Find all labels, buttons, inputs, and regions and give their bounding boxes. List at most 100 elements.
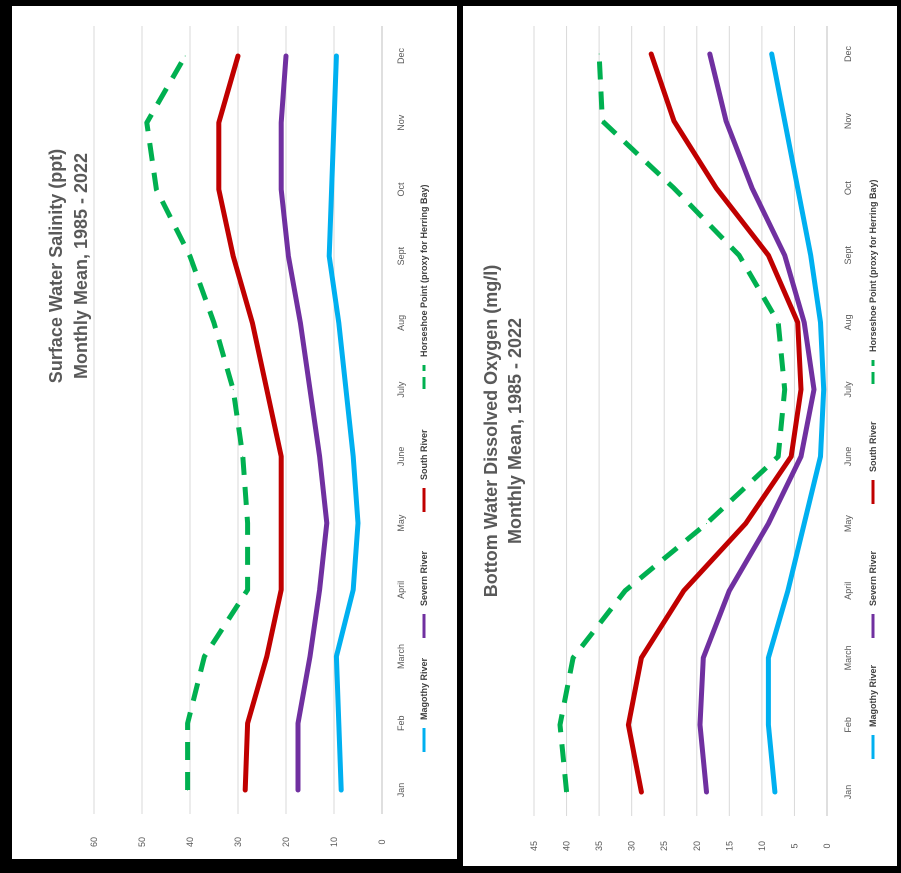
data-point: [787, 590, 789, 592]
category-label: June: [843, 447, 853, 467]
legend-item-magothy-river: Magothy River: [419, 657, 429, 752]
category-label: Aug: [843, 314, 853, 330]
data-point: [767, 254, 769, 256]
data-point: [598, 53, 600, 55]
series-points-severn-river: [699, 53, 815, 793]
data-point: [280, 455, 282, 457]
value-tick-label: 40: [185, 837, 195, 847]
data-point: [803, 523, 805, 525]
salinity-chart: 0 10 20 30 40 50 60 Jan Feb March April May June July…: [46, 26, 429, 847]
data-point: [706, 791, 708, 793]
data-point: [813, 388, 815, 390]
data-point: [213, 322, 215, 324]
data-point: [328, 255, 330, 257]
legend-item-horseshoe-point-proxy-for-herring-bay: Horseshoe Point (proxy for Herring Bay): [419, 184, 429, 389]
legend-item-horseshoe-point-proxy-for-herring-bay: Horseshoe Point (proxy for Herring Bay): [868, 179, 878, 384]
value-tick-label: 10: [757, 841, 767, 851]
series-points-south-river: [218, 55, 282, 791]
data-point: [624, 590, 626, 592]
data-point: [155, 188, 157, 190]
data-point: [247, 522, 249, 524]
category-label: July: [843, 381, 853, 398]
legend-label: Magothy River: [419, 657, 429, 720]
data-point: [566, 791, 568, 793]
series-points-magothy-river: [328, 55, 359, 791]
data-point: [810, 254, 812, 256]
data-point: [777, 456, 779, 458]
series-points-magothy-river: [767, 53, 825, 793]
data-point: [790, 456, 792, 458]
value-tick-label: 20: [692, 841, 702, 851]
data-point: [803, 321, 805, 323]
category-label: April: [396, 581, 406, 599]
data-point: [146, 122, 148, 124]
value-tick-label: 15: [724, 841, 734, 851]
oxygen-chart-panel: 0 5 10 15 20 25 30 35 40 45 Jan Feb March April May Jun…: [463, 6, 897, 866]
value-tick-label: 35: [594, 841, 604, 851]
data-point: [709, 53, 711, 55]
legend-label: Severn River: [419, 550, 429, 606]
data-point: [244, 789, 246, 791]
dissolved-oxygen-chart: 0 5 10 15 20 25 30 35 40 45 Jan Feb March April May Jun…: [481, 26, 878, 851]
series-line-severn-river: [697, 51, 817, 795]
category-label: Feb: [843, 717, 853, 733]
data-point: [823, 388, 825, 390]
data-point: [774, 791, 776, 793]
category-label: Oct: [843, 181, 853, 196]
series-lines: [557, 51, 827, 795]
data-point: [280, 589, 282, 591]
legend: Magothy River Severn River South River Hors…: [868, 179, 878, 759]
data-point: [572, 657, 574, 659]
value-tick-label: 10: [329, 837, 339, 847]
category-label: Sept: [396, 246, 406, 265]
legend-label: Magothy River: [868, 664, 878, 727]
data-point: [751, 187, 753, 189]
value-axis-ticks: 0 10 20 30 40 50 60: [89, 837, 387, 847]
data-point: [819, 321, 821, 323]
data-point: [187, 789, 189, 791]
category-label: Sept: [843, 246, 853, 265]
value-tick-label: 0: [822, 843, 832, 848]
data-point: [767, 657, 769, 659]
data-point: [187, 722, 189, 724]
value-tick-label: 50: [137, 837, 147, 847]
data-point: [797, 321, 799, 323]
data-point: [335, 656, 337, 658]
data-point: [218, 188, 220, 190]
legend-item-south-river: South River: [419, 429, 429, 512]
legend-item-magothy-river: Magothy River: [868, 664, 878, 759]
data-point: [800, 456, 802, 458]
data-point: [777, 321, 779, 323]
category-axis-labels: Jan Feb March April May June July Aug Sept Oct Nov…: [396, 48, 406, 798]
data-point: [728, 590, 730, 592]
data-point: [715, 187, 717, 189]
data-point: [800, 388, 802, 390]
data-point: [673, 120, 675, 122]
data-point: [218, 122, 220, 124]
data-point: [285, 55, 287, 57]
data-point: [266, 656, 268, 658]
series-lines: [144, 53, 361, 793]
data-point: [319, 589, 321, 591]
category-label: Nov: [843, 113, 853, 130]
data-point: [331, 188, 333, 190]
gridlines: [533, 26, 828, 816]
data-point: [280, 188, 282, 190]
category-label: Oct: [396, 182, 406, 197]
data-point: [309, 656, 311, 658]
data-point: [189, 255, 191, 257]
category-label: May: [396, 514, 406, 532]
category-label: Jan: [843, 785, 853, 800]
category-label: Aug: [396, 315, 406, 331]
series-line-horseshoe-point-proxy-for-herring-bay: [557, 53, 788, 793]
legend-label: South River: [419, 429, 429, 480]
data-point: [352, 589, 354, 591]
data-point: [338, 322, 340, 324]
category-label: Dec: [396, 48, 406, 65]
category-label: March: [843, 645, 853, 670]
value-axis-ticks: 0 5 10 15 20 25 30 35 40 45: [529, 841, 832, 851]
data-point: [784, 388, 786, 390]
series-line-south-river: [216, 53, 284, 793]
data-point: [247, 722, 249, 724]
